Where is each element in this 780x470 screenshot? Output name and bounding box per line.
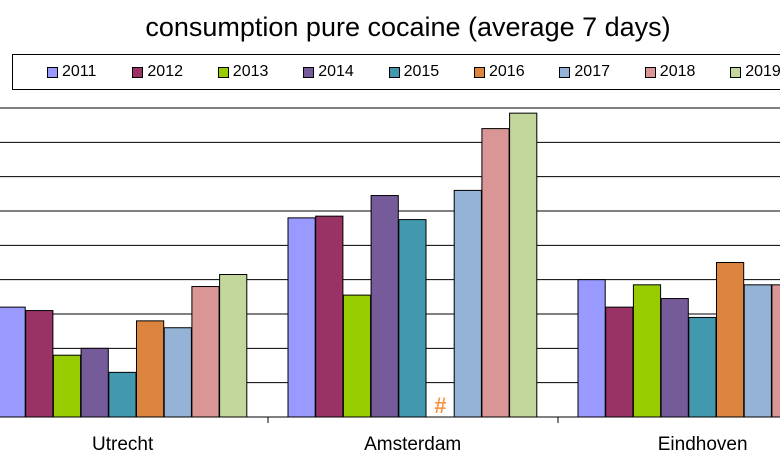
bar: [287, 217, 316, 418]
legend-swatch: [303, 66, 315, 78]
legend-label: 2012: [147, 63, 183, 80]
bar: [315, 215, 344, 418]
x-tick-label: Eindhoven: [658, 434, 748, 455]
bar: [577, 279, 606, 418]
legend-swatch: [474, 66, 485, 78]
bar: [342, 294, 372, 418]
bar: [632, 284, 662, 418]
legend-swatch: [730, 66, 742, 78]
legend-label: 2015: [403, 63, 440, 80]
legend-swatch: [217, 66, 229, 78]
legend-item: 2011: [47, 55, 96, 89]
bar: [605, 306, 634, 418]
bar: [771, 284, 780, 418]
legend-swatch: [47, 66, 58, 78]
legend-label: 2018: [659, 63, 696, 80]
bar: [481, 128, 510, 418]
bar: [25, 310, 54, 418]
legend-item: 2012: [132, 55, 183, 89]
missing-value-marker: #: [434, 393, 446, 418]
legend-item: 2014: [303, 55, 354, 89]
legend-swatch: [559, 66, 571, 78]
bar: [509, 112, 538, 418]
bar: [219, 274, 248, 418]
bar: [716, 262, 745, 418]
bar: [191, 286, 220, 418]
legend-label: 2019: [745, 63, 780, 80]
legend-label: 2014: [318, 63, 354, 80]
bar: [660, 298, 689, 418]
bar: [52, 354, 82, 418]
legend-item: 2018: [644, 55, 696, 89]
bar: [80, 347, 109, 418]
legend-label: 2011: [62, 63, 97, 80]
legend-label: 2016: [489, 63, 525, 80]
bar: [136, 320, 165, 418]
chart-title: consumption pure cocaine (average 7 days…: [145, 12, 671, 42]
bar: [743, 284, 772, 418]
bar: [108, 371, 137, 418]
legend-swatch: [132, 66, 144, 78]
legend-item: 2017: [559, 55, 610, 89]
bar: [163, 327, 192, 418]
legend-label: 2017: [574, 63, 610, 80]
legend-item: 2015: [388, 55, 440, 89]
bar: [370, 195, 399, 418]
bar: [0, 306, 26, 418]
legend-label: 2013: [232, 63, 269, 80]
legend-item: 2019: [730, 55, 780, 89]
legend-item: 2016: [474, 55, 525, 89]
bar: [398, 219, 427, 418]
legend-item: 2013: [217, 55, 269, 89]
x-tick-label: Amsterdam: [364, 434, 461, 455]
legend-swatch: [644, 66, 656, 78]
chart-legend: 2011 2012 2013 2014 2015 2016 2017 2018 2019: [12, 54, 780, 90]
legend-swatch: [388, 66, 400, 78]
x-tick-label: Utrecht: [92, 434, 154, 455]
bar: [453, 189, 482, 418]
bar: [688, 316, 717, 418]
